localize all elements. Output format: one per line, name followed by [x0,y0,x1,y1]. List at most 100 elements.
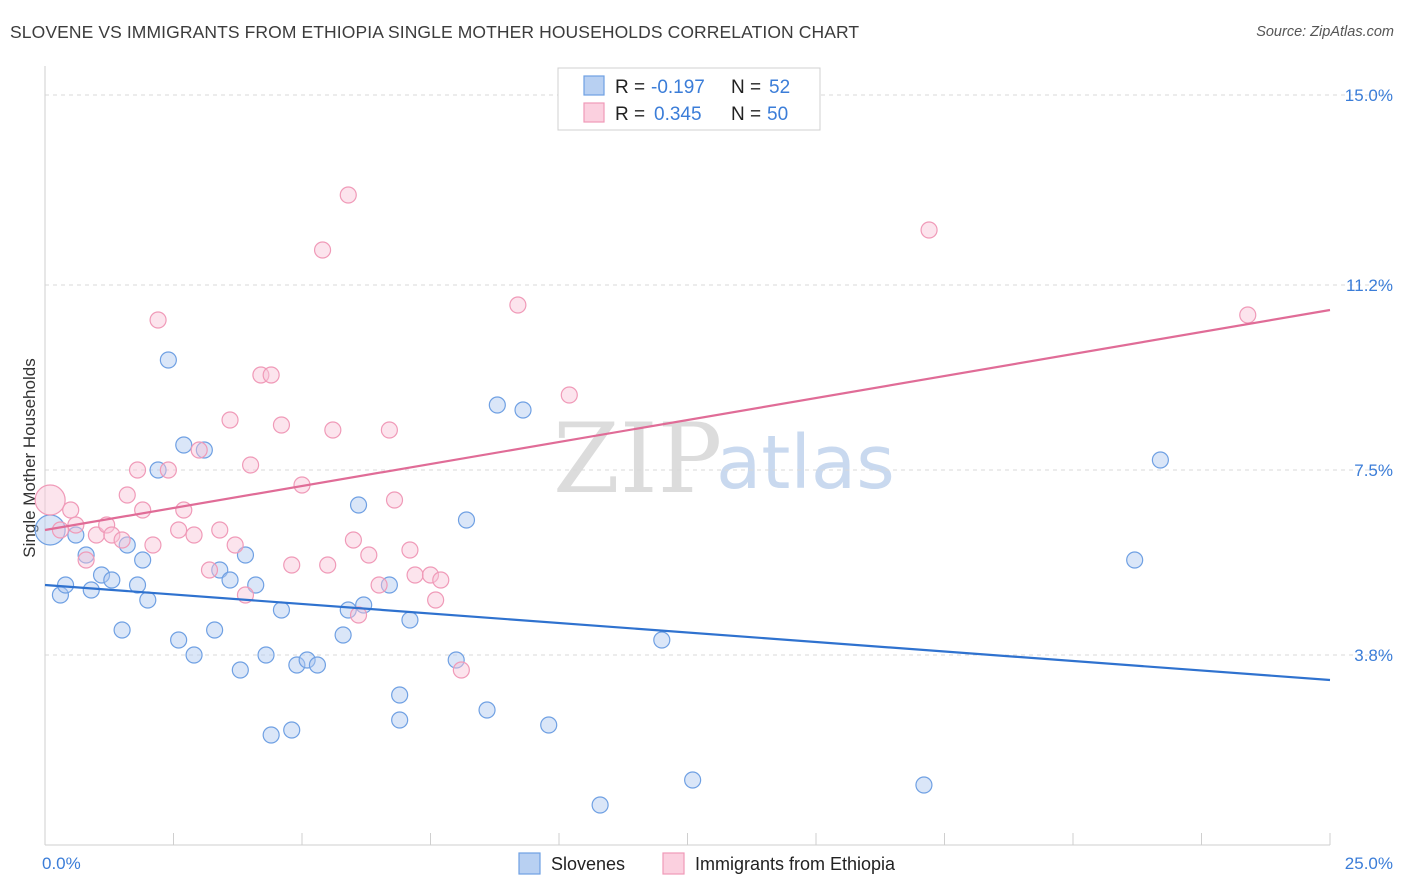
ethiopia-point [103,526,121,544]
slovene-point [236,546,255,564]
slovene-point [139,591,157,609]
ethiopia-point [421,566,440,584]
slovene-point [298,651,316,669]
slovene-point [334,626,352,644]
slovene-point [308,656,327,674]
ethiopia-point [159,461,177,479]
slovene-point [684,771,702,789]
data-points [34,186,1257,814]
ethiopia-point [134,501,152,519]
watermark-atlas: atlas [716,420,895,506]
slovene-point [447,651,465,669]
y-tick-label: 11.2% [1346,276,1393,295]
legend-r-value: 0.345 [654,104,702,125]
slovene-point [478,701,496,719]
slovene-point [339,601,357,619]
ethiopia-point [200,561,219,579]
ethiopia-point [370,576,388,594]
slovene-point [56,576,75,594]
slovene-point [262,726,280,744]
legend-n-label: N = [731,104,761,125]
slovene-trend-line [44,583,1331,682]
y-tick-label: 15.0% [1345,86,1393,105]
slovene-point [540,716,558,734]
slovene-point [391,711,409,729]
slovene-point [231,661,249,679]
slovene-point [92,566,111,584]
ethiopia-point [560,386,578,404]
slovene-point [653,631,671,649]
ethiopia-point [149,311,167,329]
y-axis-label: Single Mother Households [20,358,39,557]
slovene-point [488,396,506,414]
ethiopia-point [226,536,244,554]
ethiopia-point [313,241,332,259]
chart-title: SLOVENE VS IMMIGRANTS FROM ETHIOPIA SING… [10,22,860,42]
ethiopia-point [319,556,337,574]
ethiopia-point [34,484,66,516]
slovene-point [288,656,306,674]
ethiopia-point [406,566,424,584]
slovene-point [195,441,213,459]
slovene-point [118,536,136,554]
ethiopia-point [170,521,188,539]
ethiopia-point [185,526,203,544]
series-legend: Slovenes Immigrants from Ethiopia [518,852,896,875]
y-tick-labels: 3.8% 7.5% 11.2% 15.0% [1345,86,1393,665]
y-tick-label: 7.5% [1354,461,1393,480]
ethiopia-point [509,296,527,314]
bottom-legend-label-slovenes: Slovenes [551,854,625,874]
legend-swatch-slovenes [583,75,605,96]
legend-n-value: 52 [769,77,790,98]
slovene-point [272,601,291,619]
y-tick-label: 3.8% [1354,646,1393,665]
slovene-point [349,496,368,514]
legend-swatch-ethiopia [583,102,605,123]
slovene-point [103,571,121,589]
slovene-point [1126,551,1144,569]
ethiopia-point [221,411,239,429]
legend-r-label: R = [615,104,645,125]
slovene-point [257,646,275,664]
ethiopia-point [51,521,70,539]
bottom-legend-label-ethiopia: Immigrants from Ethiopia [695,854,896,874]
ethiopia-point [118,486,136,504]
ethiopia-point [385,491,404,509]
legend-n-value: 50 [767,104,788,125]
x-tick-labels: 0.0% 25.0% [42,854,1393,873]
slovene-point [591,796,609,814]
axes [44,66,1331,846]
ethiopia-point [77,551,95,569]
slovene-point [247,576,265,594]
trend-lines [44,308,1331,682]
slovene-point [206,621,224,639]
slovene-point [82,581,100,599]
slovene-point [283,721,301,739]
ethiopia-point [113,531,131,549]
ethiopia-point [452,661,470,679]
ethiopia-point [339,186,357,204]
slovene-point [514,401,532,419]
ethiopia-point [144,536,162,554]
ethiopia-point [427,591,445,609]
ethiopia-point [272,416,291,434]
ethiopia-trend-line [44,308,1331,532]
ethiopia-point [360,546,378,564]
ethiopia-point [283,556,301,574]
x-tick-label: 0.0% [42,854,81,873]
x-tick-label: 25.0% [1345,854,1393,873]
ethiopia-point [190,441,208,459]
ethiopia-point [324,421,342,439]
ethiopia-point [344,531,362,549]
ethiopia-point [1239,306,1257,324]
source-label: Source: ZipAtlas.com [1256,24,1394,40]
bottom-legend-swatch-ethiopia [662,852,685,875]
slovene-point [128,576,147,594]
legend-r-label: R = [615,77,645,98]
watermark-zip: ZIP [553,403,722,515]
legend-r-value: -0.197 [651,77,705,98]
ethiopia-point [920,221,938,239]
slovene-point [77,546,95,564]
slovene-point [134,551,152,569]
